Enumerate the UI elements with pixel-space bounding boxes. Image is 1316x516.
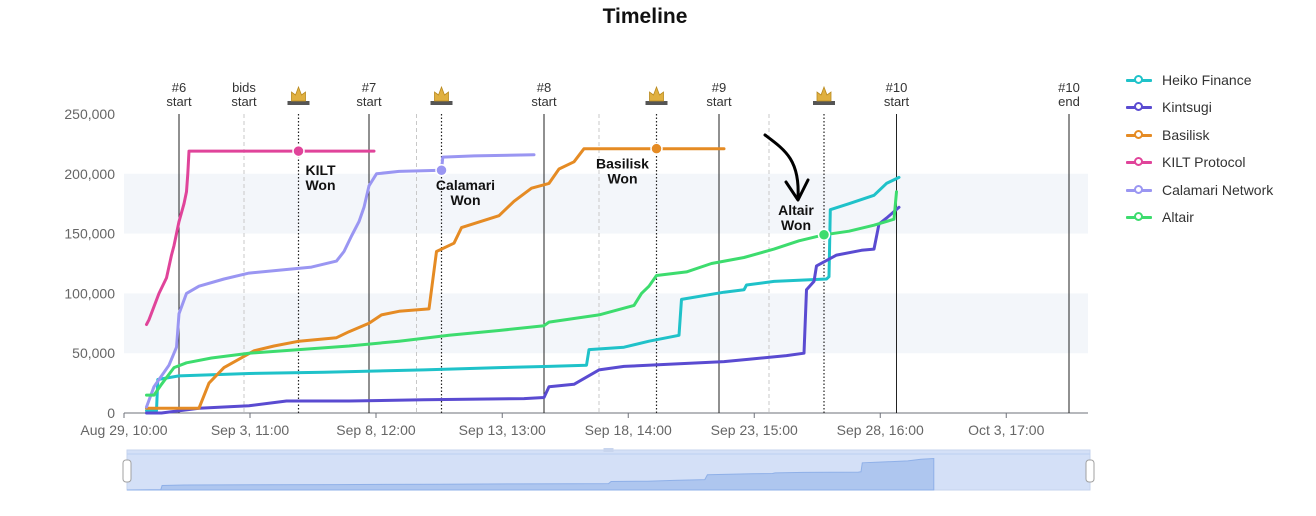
x-tick-label: Sep 18, 14:00 <box>585 422 672 438</box>
y-tick-label: 0 <box>107 405 115 421</box>
grid-band <box>124 293 1088 354</box>
series-line-altair <box>145 190 898 397</box>
series-line-kintsugi <box>145 205 901 415</box>
win-point <box>650 142 663 155</box>
y-tick-label: 250,000 <box>64 106 115 122</box>
series-line-heiko-finance <box>145 175 901 413</box>
series-line-calamari-network <box>145 153 536 409</box>
zoom-slider-preview <box>126 457 935 491</box>
y-tick-label: 150,000 <box>64 226 115 242</box>
auction-marker-label: #8 start <box>531 80 557 109</box>
x-tick-label: Sep 3, 11:00 <box>211 422 290 438</box>
trophy-icon <box>645 85 668 105</box>
legend-label: KILT Protocol <box>1162 154 1246 171</box>
legend-swatch <box>1126 210 1152 224</box>
trophy-icon <box>813 85 835 105</box>
auction-marker-label: bids start <box>231 80 257 109</box>
legend-item-kilt-protocol[interactable]: KILT Protocol <box>1126 149 1273 177</box>
win-point <box>292 144 305 158</box>
auction-marker-label: #7 start <box>356 80 382 109</box>
legend-item-calamari-network[interactable]: Calamari Network <box>1126 176 1273 204</box>
auction-marker-label: #10 start <box>884 80 910 109</box>
y-tick-label: 200,000 <box>64 166 115 182</box>
series-line-kilt-protocol <box>145 149 376 326</box>
legend-label: Kintsugi <box>1162 99 1212 116</box>
win-label: KILT Won <box>305 162 336 193</box>
legend-swatch <box>1126 73 1152 87</box>
trophy-icon <box>287 85 310 105</box>
legend-swatch <box>1126 183 1152 197</box>
annotation-arrow <box>763 133 800 200</box>
y-tick-label: 50,000 <box>72 345 115 361</box>
win-label: Calamari Won <box>436 177 495 208</box>
legend-item-kintsugi[interactable]: Kintsugi <box>1126 94 1273 122</box>
legend-item-heiko-finance[interactable]: Heiko Finance <box>1126 66 1273 94</box>
x-tick-label: Sep 23, 15:00 <box>711 422 798 438</box>
zoom-handle-right[interactable] <box>1085 459 1095 483</box>
legend-label: Basilisk <box>1162 126 1210 143</box>
legend-label: Heiko Finance <box>1162 71 1252 88</box>
trophy-icon <box>430 85 453 105</box>
legend-label: Altair <box>1162 209 1194 226</box>
win-point <box>435 163 448 177</box>
legend-swatch <box>1126 155 1152 169</box>
series-line-basilisk <box>145 147 726 410</box>
auction-marker-label: #10 end <box>1058 80 1080 109</box>
win-label: Altair Won <box>778 202 814 233</box>
legend: Heiko Finance Kintsugi Basilisk KILT Protoc… <box>1126 66 1273 231</box>
x-tick-label: Aug 29, 10:00 <box>80 422 167 438</box>
legend-item-basilisk[interactable]: Basilisk <box>1126 121 1273 149</box>
x-tick-label: Sep 13, 13:00 <box>459 422 546 438</box>
legend-item-altair[interactable]: Altair <box>1126 204 1273 232</box>
x-tick-label: Sep 8, 12:00 <box>336 422 416 438</box>
zoom-move-handle <box>603 448 614 452</box>
x-tick-label: Oct 3, 17:00 <box>968 422 1044 438</box>
annotation-arrow-head <box>784 178 810 202</box>
zoom-handle-left[interactable] <box>122 459 132 483</box>
legend-swatch <box>1126 128 1152 142</box>
auction-marker-label: #9 start <box>706 80 732 109</box>
auction-marker-label: #6 start <box>166 80 192 109</box>
win-point <box>817 228 831 242</box>
legend-label: Calamari Network <box>1162 181 1274 198</box>
y-tick-label: 100,000 <box>64 285 115 301</box>
x-tick-label: Sep 28, 16:00 <box>837 422 924 438</box>
grid-band <box>124 173 1088 234</box>
chart-title: Timeline <box>602 5 688 28</box>
legend-swatch <box>1126 100 1152 114</box>
win-label: Basilisk Won <box>596 156 649 187</box>
